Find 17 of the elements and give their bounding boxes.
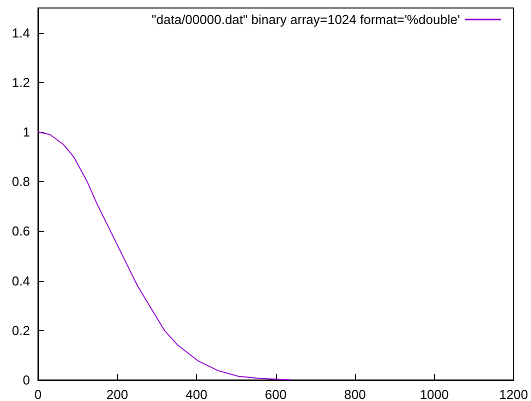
y-tick-label: 1.2: [12, 74, 30, 90]
y-tick-label: 0.8: [12, 174, 30, 190]
x-tick-label: 1000: [420, 387, 449, 401]
x-tick-label: 600: [264, 387, 287, 401]
legend-label: "data/00000.dat" binary array=1024 format='%double': [152, 12, 460, 27]
y-tick-label: 0.6: [12, 224, 30, 239]
y-tick-label: 0: [22, 372, 30, 388]
x-tick-label: 800: [344, 387, 366, 401]
y-tick-label: 0.4: [12, 273, 30, 288]
y-tick-label: 1: [22, 124, 30, 140]
y-tick-label: 1.4: [12, 25, 30, 40]
x-tick-label: 1200: [499, 387, 528, 401]
line-series: [38, 132, 292, 380]
x-tick-label: 200: [106, 387, 128, 401]
x-tick-label: 0: [34, 387, 42, 401]
x-tick-label: 400: [186, 387, 208, 401]
y-tick-label: 0.2: [12, 322, 30, 338]
